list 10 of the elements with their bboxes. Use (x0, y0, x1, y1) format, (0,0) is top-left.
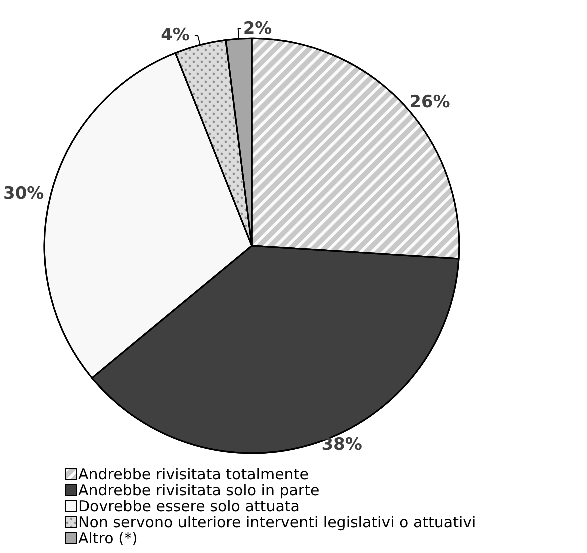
legend-label: Altro (*) (78, 530, 138, 548)
data-label: 4% (161, 25, 190, 46)
legend-label: Non servono ulteriore interventi legislativi o attuativi (78, 514, 476, 532)
data-label: 30% (4, 184, 44, 204)
data-label: 38% (322, 435, 362, 456)
legend-label: Andrebbe rivisitata totalmente (78, 466, 309, 484)
legend-label: Dovrebbe essere solo attuata (78, 498, 300, 516)
data-label: 2% (243, 19, 272, 40)
data-label: 26% (410, 92, 450, 113)
legend-label: Andrebbe rivisitata solo in parte (78, 482, 320, 500)
